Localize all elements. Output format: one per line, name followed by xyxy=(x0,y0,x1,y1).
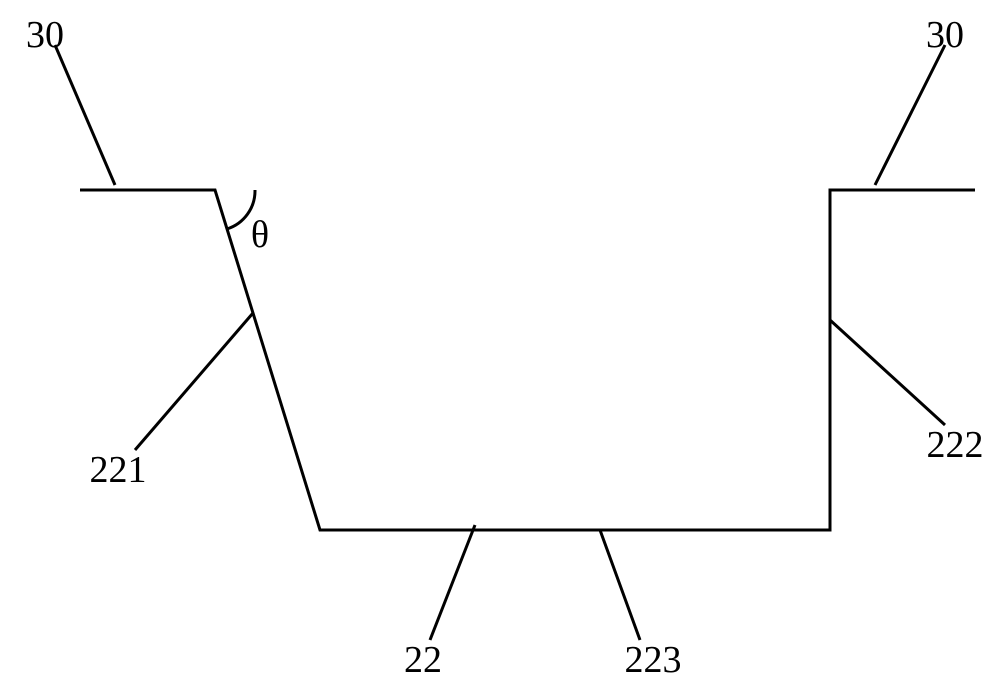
label-222: 222 xyxy=(927,423,984,467)
label-theta: θ xyxy=(251,213,269,257)
diagram-stage: 3030θ22122222223 xyxy=(0,0,1000,697)
label-221: 221 xyxy=(90,448,147,492)
label-30-left: 30 xyxy=(26,13,64,57)
diagram-svg xyxy=(0,0,1000,697)
leader-222 xyxy=(830,320,945,425)
label-22: 22 xyxy=(404,638,442,682)
leader-221 xyxy=(135,313,253,450)
leader-30-left xyxy=(55,45,115,185)
leader-22 xyxy=(430,525,475,640)
leader-30-right xyxy=(875,45,945,185)
leader-lines xyxy=(55,45,945,640)
label-30-right: 30 xyxy=(926,13,964,57)
leader-223 xyxy=(600,530,640,640)
label-223: 223 xyxy=(625,638,682,682)
